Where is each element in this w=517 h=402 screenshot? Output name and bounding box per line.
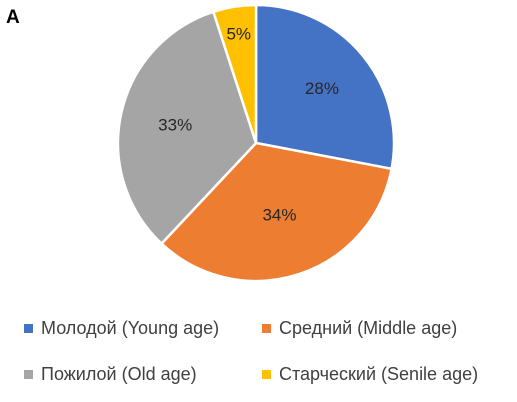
legend-swatch-old	[24, 370, 33, 379]
data-label-old: 33%	[158, 115, 192, 134]
data-label-young: 28%	[305, 79, 339, 98]
legend-label-senile: Старческий (Senile age)	[279, 364, 479, 384]
panel-label: A	[6, 7, 20, 28]
legend-label-old: Пожилой (Old age)	[41, 364, 197, 384]
legend-label-middle: Средний (Middle age)	[279, 318, 458, 338]
legend-item-old: Пожилой (Old age)	[24, 364, 197, 385]
legend-item-senile: Старческий (Senile age)	[262, 364, 478, 385]
legend-swatch-young	[24, 324, 33, 333]
legend-item-young: Молодой (Young age)	[24, 318, 219, 339]
legend-swatch-middle	[262, 324, 271, 333]
data-label-senile: 5%	[226, 24, 251, 43]
legend-label-young: Молодой (Young age)	[41, 318, 220, 338]
pie-slice-young	[254, 3, 396, 171]
pie-slice-senile	[212, 3, 258, 145]
pie-slice-middle	[160, 141, 393, 283]
data-label-middle: 34%	[262, 206, 296, 225]
pie-chart: 28% 34% 33% 5%	[116, 3, 396, 283]
legend-swatch-senile	[262, 370, 271, 379]
legend-item-middle: Средний (Middle age)	[262, 318, 457, 339]
pie-slice-old	[116, 10, 258, 245]
